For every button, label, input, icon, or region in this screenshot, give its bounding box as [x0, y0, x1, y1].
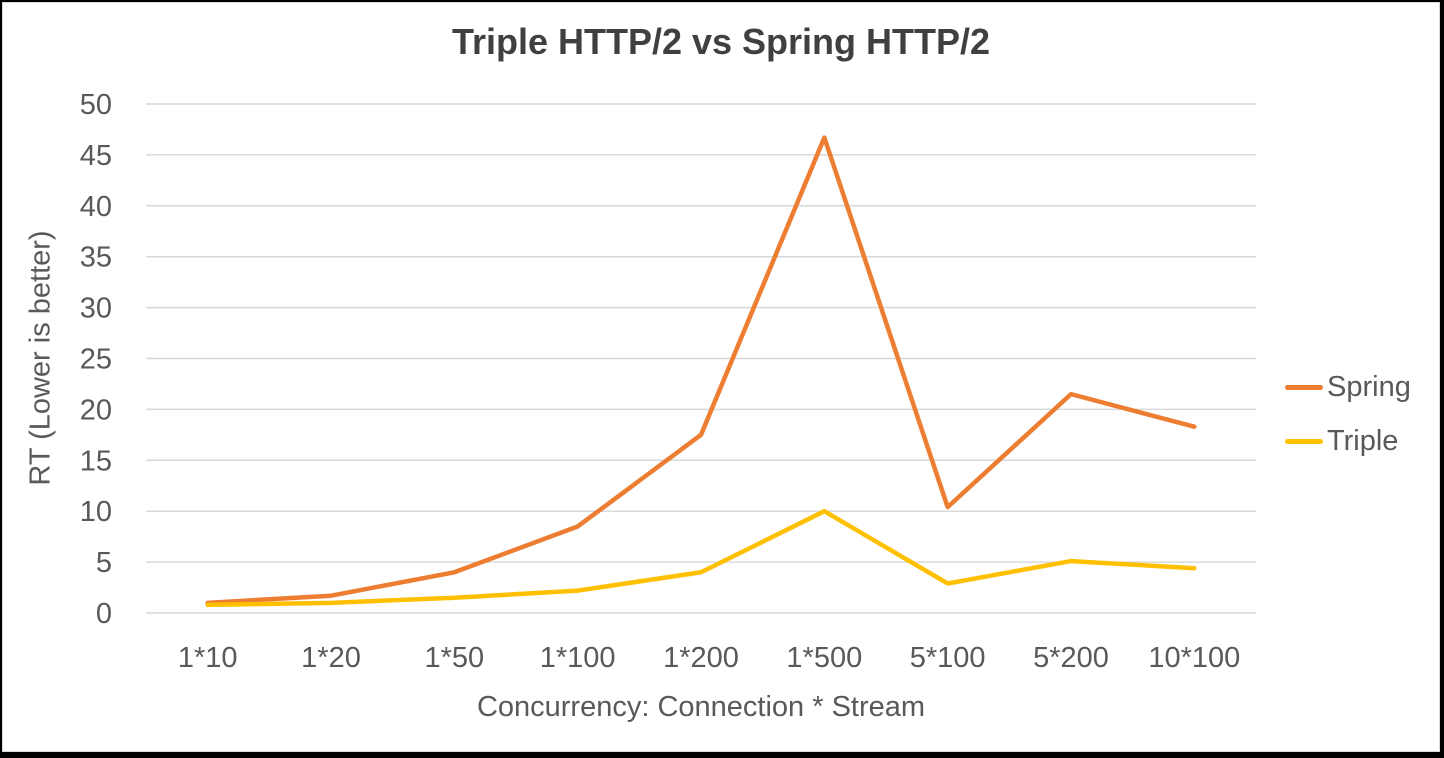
y-tick-label-40: 40 [80, 191, 112, 223]
legend-item-triple: Triple [1285, 425, 1411, 458]
spring-line-swatch [1285, 385, 1323, 390]
x-tick-label-1*50: 1*50 [424, 642, 484, 674]
x-tick-label-10*100: 10*100 [1148, 642, 1240, 674]
x-tick-label-1*200: 1*200 [663, 642, 739, 674]
series-line-triple [205, 508, 1197, 608]
x-tick-label-1*500: 1*500 [786, 642, 862, 674]
y-tick-label-15: 15 [80, 445, 112, 477]
y-tick-label-30: 30 [80, 293, 112, 325]
series-line-spring [205, 135, 1197, 606]
x-tick-label-5*100: 5*100 [910, 642, 986, 674]
x-axis-title: Concurrency: Connection * Stream [476, 691, 926, 723]
legend-label-spring: Spring [1327, 371, 1411, 403]
plot-area: 0 5 10 15 20 25 30 35 40 45 50 1*10 1*20 1*50 1*100 1*2… [80, 89, 1256, 674]
y-tick-label-35: 35 [80, 242, 112, 274]
y-tick-label-5: 5 [96, 547, 112, 579]
y-tick-label-10: 10 [80, 496, 112, 528]
legend-item-spring: Spring [1285, 371, 1411, 404]
y-tick-label-20: 20 [80, 394, 112, 426]
legend-label-triple: Triple [1327, 425, 1399, 457]
chart-title: Triple HTTP/2 vs Spring HTTP/2 [451, 21, 991, 62]
x-tick-label-1*10: 1*10 [178, 642, 238, 674]
y-tick-label-50: 50 [80, 89, 112, 121]
triple-line-swatch [1285, 439, 1323, 444]
x-tick-label-1*20: 1*20 [301, 642, 361, 674]
y-tick-label-0: 0 [96, 598, 112, 630]
x-tick-label-5*200: 5*200 [1033, 642, 1109, 674]
x-tick-label-1*100: 1*100 [540, 642, 616, 674]
y-tick-label-45: 45 [80, 140, 112, 172]
legend: Spring Triple [1285, 371, 1411, 458]
y-tick-label-25: 25 [80, 344, 112, 376]
